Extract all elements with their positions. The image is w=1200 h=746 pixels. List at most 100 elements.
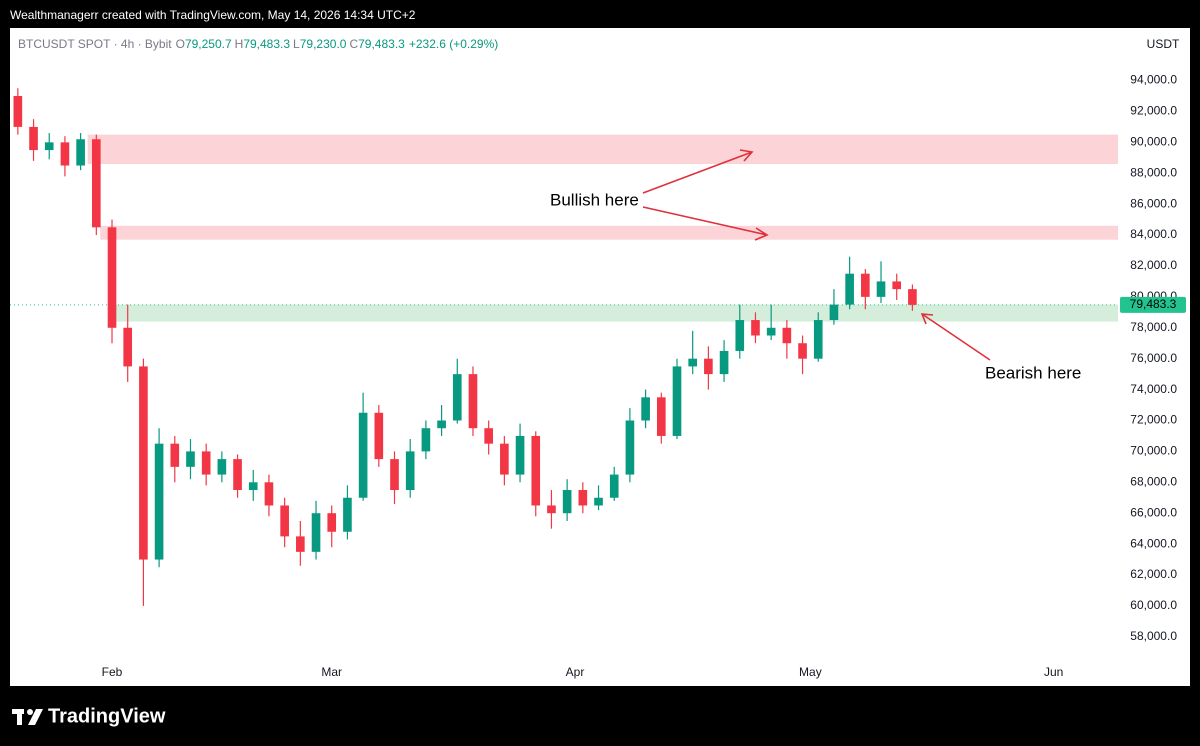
candle-body: [656, 397, 666, 436]
candle-body: [374, 412, 384, 460]
y-tick-label: 60,000.0: [1130, 598, 1177, 612]
candle-body: [327, 513, 337, 532]
candle-body: [390, 459, 399, 491]
y-tick-label: 66,000.0: [1130, 505, 1177, 519]
ohlc-value: 79,230.0: [300, 37, 347, 51]
last-price-label: 79,483.3: [1130, 297, 1177, 311]
zone: [100, 225, 1119, 240]
candle-body: [766, 327, 776, 336]
candle-body: [29, 126, 38, 151]
candle-body: [44, 142, 54, 151]
candle-body: [719, 350, 729, 375]
candle-body: [798, 343, 807, 359]
candle-body: [688, 358, 698, 367]
candle-body: [264, 482, 274, 506]
candle-body: [280, 505, 289, 537]
y-tick-label: 64,000.0: [1130, 536, 1177, 550]
candle-body: [186, 451, 195, 467]
candle-body: [751, 320, 760, 336]
candle-body: [437, 420, 446, 429]
y-tick-label: 68,000.0: [1130, 474, 1177, 488]
candle-body: [876, 281, 886, 297]
candle-body: [672, 366, 682, 436]
candle-body: [578, 490, 588, 506]
y-tick-label: 88,000.0: [1130, 165, 1177, 179]
candle-body: [76, 139, 85, 166]
candle-body: [452, 374, 462, 421]
annotation-arrows: [642, 149, 991, 361]
candle-body: [829, 304, 839, 321]
annotation: Bullish here: [550, 190, 639, 209]
arrow: [642, 149, 754, 194]
arrow: [642, 206, 769, 241]
candle-body: [154, 443, 164, 560]
x-tick-label: May: [799, 665, 822, 679]
x-tick-label: Mar: [321, 665, 342, 679]
arrow: [920, 313, 991, 361]
candle-body: [515, 435, 525, 475]
candle-body: [296, 536, 305, 552]
candle-body: [625, 420, 635, 475]
ohlc-value: 79,483.3: [358, 37, 405, 51]
candle-body: [343, 497, 352, 532]
y-tick-label: 70,000.0: [1130, 444, 1177, 458]
candle-body: [735, 320, 745, 351]
candle-body: [13, 95, 23, 127]
y-tick-label: 76,000.0: [1130, 351, 1177, 365]
y-tick-label: 58,000.0: [1130, 629, 1177, 643]
annotation: Bearish here: [985, 363, 1081, 382]
candle-body: [123, 327, 133, 367]
candle-body: [248, 482, 258, 491]
currency: USDT: [1147, 37, 1180, 51]
ohlc-key: O: [176, 37, 185, 51]
logo-part: [17, 709, 22, 725]
ohlc-key: L: [293, 37, 300, 51]
logo-part: [27, 709, 33, 715]
symbol-line: BTCUSDT SPOT · 4h · Bybit O79,250.7 H79,48…: [18, 37, 498, 51]
candle-body: [641, 397, 650, 421]
plot-panel: [10, 28, 1190, 686]
candle-body: [531, 435, 541, 506]
y-tick-label: 86,000.0: [1130, 196, 1177, 210]
candle-body: [813, 320, 823, 359]
zone: [87, 134, 1119, 164]
logo-part: [28, 709, 43, 725]
y-tick-label: 84,000.0: [1130, 227, 1177, 241]
candle-body: [201, 451, 211, 475]
x-tick-label: Jun: [1044, 665, 1063, 679]
y-tick-label: 72,000.0: [1130, 413, 1177, 427]
y-tick-label: 90,000.0: [1130, 135, 1177, 149]
ohlc-value: 79,483.3: [243, 37, 290, 51]
candle-body: [861, 273, 870, 297]
candle-body: [500, 443, 509, 475]
candle-body: [547, 505, 556, 514]
y-tick-label: 74,000.0: [1130, 382, 1177, 396]
candle-body: [562, 490, 572, 514]
zone: [109, 304, 1118, 322]
candle-body: [892, 281, 902, 290]
candle-body: [845, 273, 854, 305]
symbol: BTCUSDT SPOT · 4h · Bybit: [18, 37, 172, 51]
candle-body: [594, 497, 603, 506]
y-tick-label: 82,000.0: [1130, 258, 1177, 272]
change: +232.6 (+0.29%): [409, 37, 498, 51]
ohlc-value: 79,250.7: [185, 37, 232, 51]
brand-logo: [12, 709, 43, 725]
candle-body: [139, 366, 148, 560]
y-tick-label: 94,000.0: [1130, 73, 1177, 87]
candle-body: [484, 428, 493, 444]
ohlc-key: C: [349, 37, 358, 51]
candle-body: [60, 142, 70, 166]
credit: Wealthmanagerr created with TradingView.…: [10, 8, 416, 22]
candle-body: [468, 374, 478, 429]
candle-body: [311, 513, 321, 552]
candle-body: [782, 327, 792, 344]
candle-body: [170, 443, 180, 467]
y-tick-label: 78,000.0: [1130, 320, 1177, 334]
candle-body: [92, 139, 101, 228]
ohlc-key: H: [235, 37, 244, 51]
last-price-box: [1120, 296, 1186, 313]
candle-body: [405, 451, 415, 491]
